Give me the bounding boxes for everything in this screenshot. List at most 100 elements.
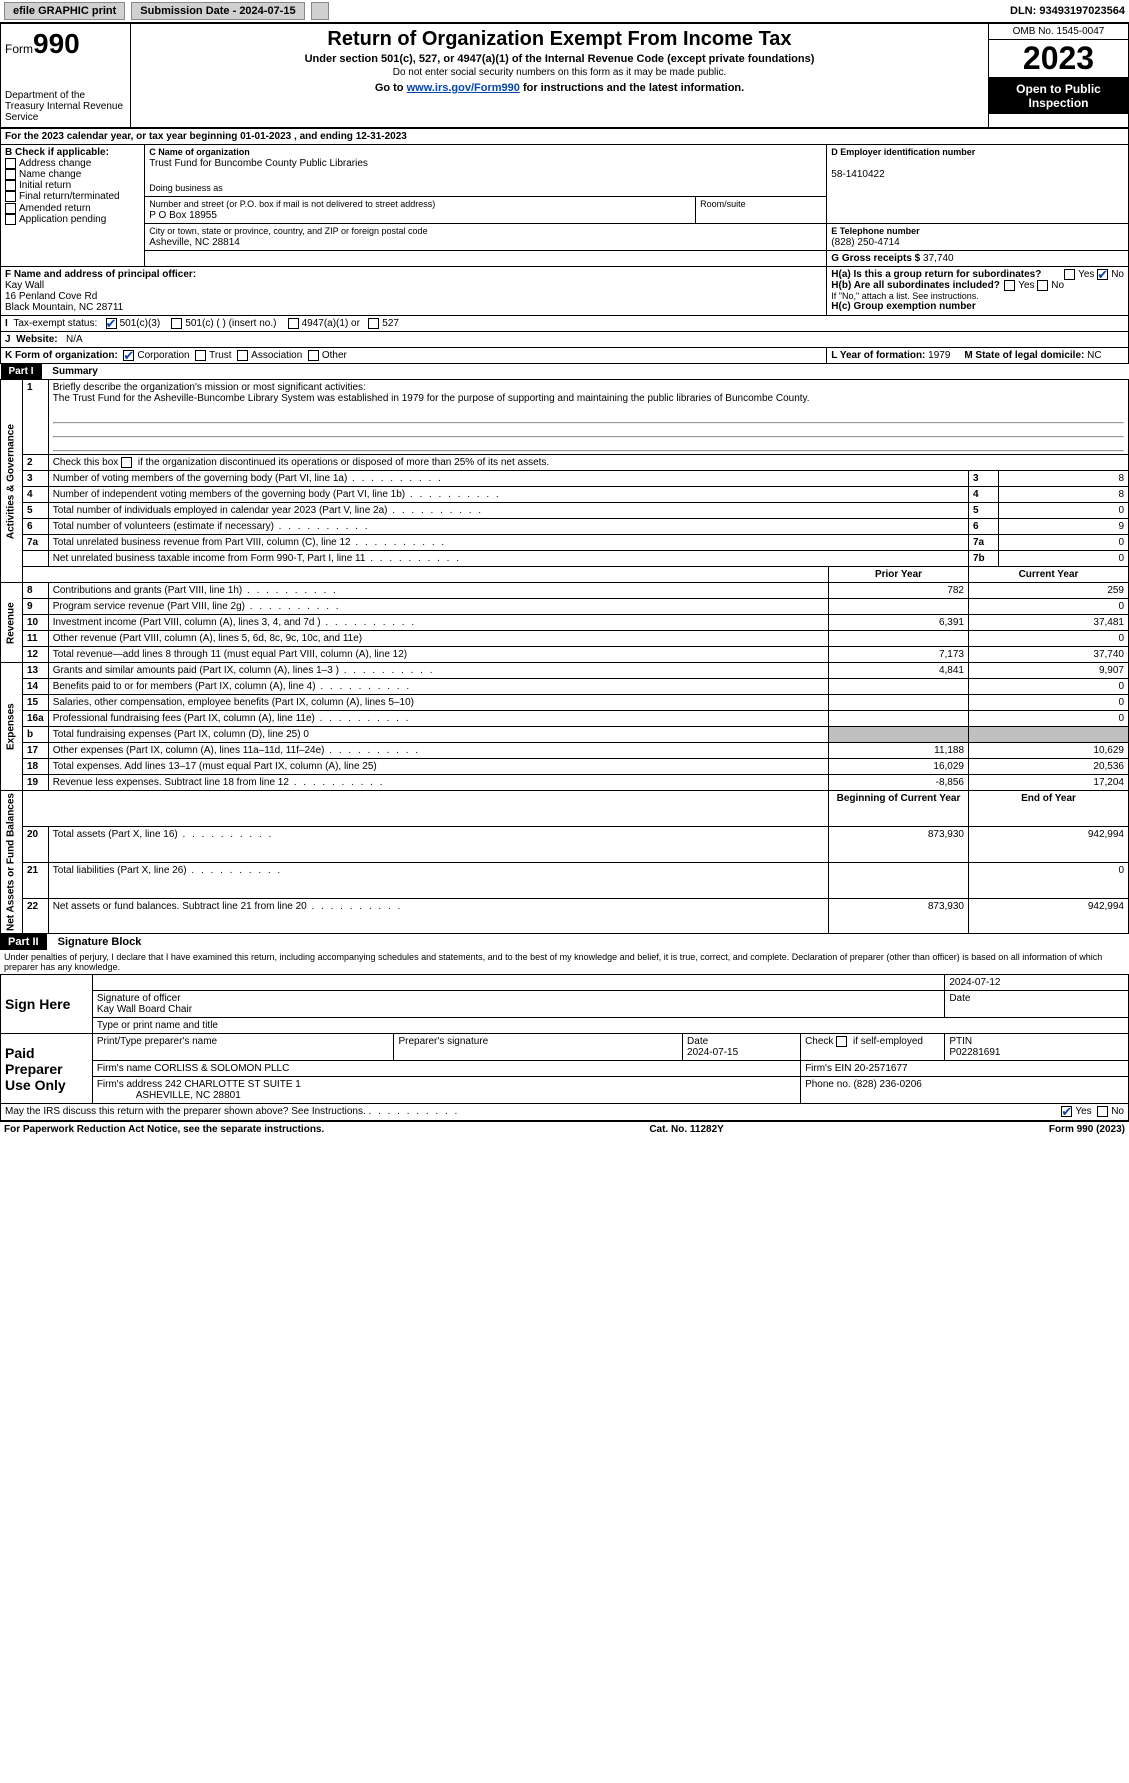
app-pending-checkbox[interactable] — [5, 214, 16, 225]
governance-label: Activities & Governance — [1, 380, 23, 583]
sign-here-label: Sign Here — [1, 975, 93, 1034]
part1-title: Summary — [44, 366, 98, 377]
ha-label: H(a) Is this a group return for subordin… — [831, 269, 1041, 280]
hc-label: H(c) Group exemption number — [831, 301, 975, 312]
self-employed-checkbox[interactable] — [836, 1036, 847, 1047]
org-name: Trust Fund for Buncombe County Public Li… — [149, 158, 368, 169]
tax-year-line: For the 2023 calendar year, or tax year … — [1, 129, 1129, 145]
section-j-label: Website: — [16, 334, 58, 345]
self-employed-cell: Check if self-employed — [801, 1034, 945, 1061]
tax-year: 2023 — [989, 40, 1128, 78]
officer-addr1: 16 Penland Cove Rd — [5, 291, 97, 302]
cat-number: Cat. No. 11282Y — [649, 1124, 723, 1135]
addr-label: Number and street (or P.O. box if mail i… — [149, 199, 435, 209]
prep-name-label: Print/Type preparer's name — [92, 1034, 394, 1061]
room-label: Room/suite — [700, 199, 746, 209]
firm-phone-label: Phone no. — [805, 1079, 853, 1090]
final-return-checkbox[interactable] — [5, 191, 16, 202]
table-row: 19Revenue less expenses. Subtract line 1… — [1, 775, 1129, 791]
revenue-label: Revenue — [1, 583, 23, 663]
goto-line: Go to www.irs.gov/Form990 for instructio… — [137, 82, 982, 94]
section-i-label: Tax-exempt status: — [13, 318, 97, 329]
date-label: Date — [945, 991, 1129, 1018]
sig-officer-label: Signature of officer — [97, 993, 181, 1004]
irs-link[interactable]: www.irs.gov/Form990 — [407, 82, 520, 94]
part2-header: Part II — [0, 934, 47, 950]
dropdown-button[interactable] — [311, 2, 329, 20]
efile-print-button[interactable]: efile GRAPHIC print — [4, 2, 125, 20]
end-year-header: End of Year — [969, 791, 1129, 827]
netassets-label: Net Assets or Fund Balances — [1, 791, 23, 934]
section-d-label: D Employer identification number — [831, 147, 975, 157]
firm-phone: (828) 236-0206 — [853, 1079, 921, 1090]
hb-no-checkbox[interactable] — [1037, 280, 1048, 291]
ein-value: 58-1410422 — [831, 169, 884, 180]
sig-date: 2024-07-12 — [945, 975, 1129, 991]
officer-addr2: Black Mountain, NC 28711 — [5, 302, 123, 313]
firm-name-label: Firm's name — [97, 1063, 154, 1074]
name-change-checkbox[interactable] — [5, 169, 16, 180]
table-row: bTotal fundraising expenses (Part IX, co… — [1, 727, 1129, 743]
perjury-declaration: Under penalties of perjury, I declare th… — [0, 950, 1129, 974]
other-checkbox[interactable] — [308, 350, 319, 361]
form-number: Form990 — [5, 28, 126, 60]
form-title: Return of Organization Exempt From Incom… — [137, 28, 982, 51]
entity-info-table: For the 2023 calendar year, or tax year … — [0, 128, 1129, 364]
table-row: 9Program service revenue (Part VIII, lin… — [1, 599, 1129, 615]
initial-return-checkbox[interactable] — [5, 180, 16, 191]
table-row: 16aProfessional fundraising fees (Part I… — [1, 711, 1129, 727]
omb-number: OMB No. 1545-0047 — [989, 24, 1128, 40]
hb-yes-checkbox[interactable] — [1004, 280, 1015, 291]
discuss-label: May the IRS discuss this return with the… — [5, 1106, 366, 1117]
addr-change-checkbox[interactable] — [5, 158, 16, 169]
domicile-state: NC — [1087, 350, 1101, 361]
firm-addr-label: Firm's address — [97, 1079, 165, 1090]
corp-checkbox[interactable] — [123, 350, 134, 361]
table-row: 14Benefits paid to or for members (Part … — [1, 679, 1129, 695]
line2-checkbox[interactable] — [121, 457, 132, 468]
section-m-label: M State of legal domicile: — [964, 350, 1087, 361]
dln-label: DLN: 93493197023564 — [1010, 5, 1125, 17]
begin-year-header: Beginning of Current Year — [829, 791, 969, 827]
table-row: 3Number of voting members of the governi… — [1, 471, 1129, 487]
pra-notice: For Paperwork Reduction Act Notice, see … — [4, 1124, 324, 1135]
top-toolbar: efile GRAPHIC print Submission Date - 20… — [0, 0, 1129, 23]
current-year-header: Current Year — [969, 567, 1129, 583]
hb-note: If "No," attach a list. See instructions… — [831, 291, 1124, 301]
discuss-yes-checkbox[interactable] — [1061, 1106, 1072, 1117]
table-row: 11Other revenue (Part VIII, column (A), … — [1, 631, 1129, 647]
firm-ein: 20-2571677 — [854, 1063, 907, 1074]
firm-ein-label: Firm's EIN — [805, 1063, 854, 1074]
gross-receipts-label: G Gross receipts $ — [831, 253, 923, 264]
table-row: 22Net assets or fund balances. Subtract … — [1, 898, 1129, 934]
assoc-checkbox[interactable] — [237, 350, 248, 361]
section-f-label: F Name and address of principal officer: — [5, 269, 196, 280]
line1-label: Briefly describe the organization's miss… — [53, 382, 366, 393]
ha-no-checkbox[interactable] — [1097, 269, 1108, 280]
501c-checkbox[interactable] — [171, 318, 182, 329]
table-row: 20Total assets (Part X, line 16)873,9309… — [1, 827, 1129, 863]
city-label: City or town, state or province, country… — [149, 226, 427, 236]
open-inspection-badge: Open to Public Inspection — [989, 78, 1128, 114]
amended-return-checkbox[interactable] — [5, 203, 16, 214]
year-formation: 1979 — [928, 350, 950, 361]
page-footer: For Paperwork Reduction Act Notice, see … — [0, 1121, 1129, 1137]
trust-checkbox[interactable] — [195, 350, 206, 361]
4947-checkbox[interactable] — [288, 318, 299, 329]
submission-date-button[interactable]: Submission Date - 2024-07-15 — [131, 2, 304, 20]
ha-yes-checkbox[interactable] — [1064, 269, 1075, 280]
section-e-label: E Telephone number — [831, 226, 919, 236]
signature-table: Sign Here 2024-07-12 Signature of office… — [0, 974, 1129, 1120]
501c3-checkbox[interactable] — [106, 318, 117, 329]
form-subtitle: Under section 501(c), 527, or 4947(a)(1)… — [137, 53, 982, 65]
discuss-no-checkbox[interactable] — [1097, 1106, 1108, 1117]
table-row: 5Total number of individuals employed in… — [1, 503, 1129, 519]
street-address: P O Box 18955 — [149, 210, 217, 221]
527-checkbox[interactable] — [368, 318, 379, 329]
city-value: Asheville, NC 28814 — [149, 237, 240, 248]
section-b-label: B Check if applicable: — [5, 147, 109, 158]
table-row: 17Other expenses (Part IX, column (A), l… — [1, 743, 1129, 759]
officer-name: Kay Wall — [5, 280, 44, 291]
type-print-label: Type or print name and title — [92, 1018, 1128, 1034]
firm-name: CORLISS & SOLOMON PLLC — [154, 1063, 289, 1074]
